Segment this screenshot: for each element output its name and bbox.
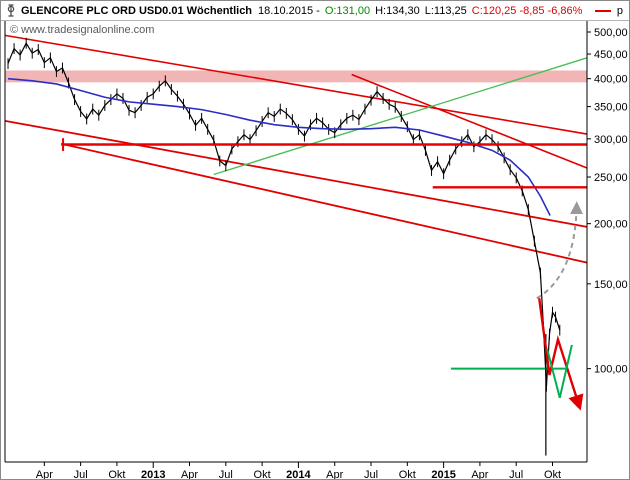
y-tick-label: 450,00	[594, 49, 628, 61]
y-tick-label: 300,00	[594, 134, 628, 146]
mid-downtrend-line[interactable]	[4, 119, 588, 228]
y-tick-label: 250,00	[594, 172, 628, 184]
resistance-band-400[interactable]	[5, 70, 587, 83]
moving-average-line	[7, 77, 551, 216]
y-tick-label: 500,00	[594, 27, 628, 39]
y-tick-label: 350,00	[594, 102, 628, 114]
ohlc-close-change: C:120,25 -8,85 -6,86%	[471, 4, 583, 17]
quote-date: 18.10.2015 -	[258, 4, 320, 17]
y-tick-label: 400,00	[594, 74, 628, 86]
bounce-target-arrow[interactable]	[536, 201, 584, 300]
x-tick-label: Apr	[326, 469, 343, 479]
x-tick-label: Jul	[219, 469, 233, 479]
x-tick-label: Apr	[471, 469, 488, 479]
lower-downtrend-line[interactable]	[61, 142, 588, 264]
x-tick-label: Apr	[36, 469, 53, 479]
x-tick-label: Okt	[254, 469, 271, 479]
price-bars	[7, 37, 561, 392]
ohlc-low: L:113,25	[424, 4, 467, 17]
y-tick-label: 150,00	[594, 279, 628, 291]
projection-v-green[interactable]	[546, 344, 573, 399]
x-tick-label: Apr	[181, 469, 198, 479]
y-tick-label: 100,00	[594, 364, 628, 376]
x-tick-label: Okt	[544, 469, 561, 479]
instrument-title: GLENCORE PLC ORD USD0.01 Wöchentlich	[21, 4, 253, 17]
axis-unit-label: p	[616, 4, 623, 17]
price-chart[interactable]: 500,00 450,00 400,00 350,00 300,00 250,00 200,…	[1, 21, 629, 479]
steep-downtrend-line[interactable]	[351, 73, 588, 169]
x-tick-label: 2015	[431, 469, 455, 479]
watermark: © www.tradesignalonline.com	[10, 24, 155, 36]
y-tick-label: 200,00	[594, 219, 628, 231]
x-tick-label: Okt	[108, 469, 125, 479]
instrument-icon	[5, 4, 17, 17]
price-close-line	[7, 41, 561, 387]
last-price-indicator-line	[595, 9, 611, 12]
x-tick-label: Jul	[509, 469, 523, 479]
x-tick-label: Jul	[364, 469, 378, 479]
upper-downtrend-line[interactable]	[4, 34, 588, 135]
x-tick-label: 2014	[286, 469, 311, 479]
ohlc-open: O:131,00	[324, 4, 371, 17]
chart-header: GLENCORE PLC ORD USD0.01 Wöchentlich 18.…	[1, 1, 629, 21]
green-uptrend-line[interactable]	[213, 57, 588, 176]
x-tick-label: Okt	[399, 469, 416, 479]
projection-down-arrow[interactable]	[538, 298, 584, 411]
x-tick-label: 2013	[141, 469, 165, 479]
x-tick-label: Jul	[74, 469, 88, 479]
ohlc-high: H:134,30	[375, 4, 420, 17]
